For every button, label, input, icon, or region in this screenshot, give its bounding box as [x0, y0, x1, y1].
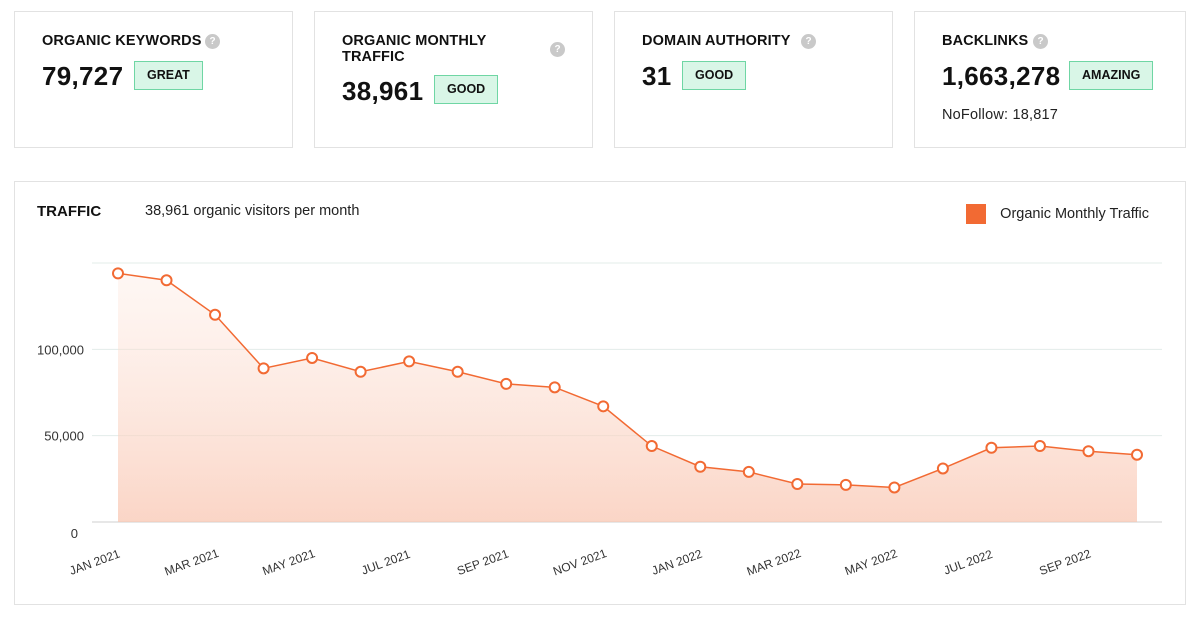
x-tick-label: MAY 2022	[843, 546, 900, 578]
y-tick-label: 100,000	[37, 342, 84, 357]
y-tick-label: 50,000	[44, 429, 84, 444]
legend-swatch	[966, 204, 987, 224]
data-point	[1033, 440, 1046, 453]
data-point	[888, 481, 901, 494]
metric-title: ORGANIC MONTHLY TRAFFIC	[342, 33, 487, 65]
x-tick-label: SEP 2021	[455, 546, 511, 578]
metric-card-keywords: ORGANIC KEYWORDS ? 79,727 GREAT	[14, 11, 293, 148]
chart-legend[interactable]: Organic Monthly Traffic	[966, 204, 1149, 224]
metric-title: BACKLINKS	[942, 33, 1029, 49]
status-badge: GOOD	[434, 75, 499, 104]
x-tick-label: SEP 2022	[1037, 546, 1093, 578]
metric-title: DOMAIN AUTHORITY	[642, 33, 791, 49]
data-point	[500, 377, 513, 390]
help-icon[interactable]: ?	[801, 34, 816, 49]
legend-label: Organic Monthly Traffic	[1000, 206, 1149, 222]
x-tick-label: MAR 2021	[163, 546, 221, 579]
series-line	[117, 272, 1138, 489]
data-point	[257, 362, 270, 375]
chart-subtitle: 38,961 organic visitors per month	[145, 203, 360, 219]
chart-title: TRAFFIC	[37, 203, 102, 220]
x-tick-label: MAY 2021	[261, 546, 318, 578]
metric-card-backlinks: BACKLINKS ? 1,663,278 AMAZING NoFollow: …	[914, 11, 1186, 148]
x-tick-label: NOV 2021	[551, 546, 609, 578]
metric-value: 31	[642, 61, 672, 91]
y-tick-label: 0	[71, 526, 78, 541]
x-tick-label: JAN 2022	[650, 547, 705, 578]
data-point	[354, 365, 367, 378]
metric-title: ORGANIC KEYWORDS	[42, 33, 202, 49]
data-point	[645, 440, 658, 453]
x-tick-label: MAR 2022	[745, 546, 803, 579]
data-point	[839, 478, 852, 491]
data-point	[742, 465, 755, 478]
data-point	[1082, 445, 1095, 458]
data-point	[112, 267, 124, 280]
help-icon[interactable]: ?	[1033, 34, 1048, 49]
data-point	[936, 462, 949, 475]
data-point	[985, 441, 998, 454]
metric-card-traffic: ORGANIC MONTHLY TRAFFIC ? 38,961 GOOD	[314, 11, 593, 148]
data-point	[791, 478, 804, 491]
data-point	[451, 365, 464, 378]
data-point	[694, 460, 707, 473]
x-tick-label: JUL 2021	[359, 547, 412, 578]
status-badge: AMAZING	[1069, 61, 1154, 90]
x-tick-label: JUL 2022	[942, 547, 995, 578]
data-point	[209, 308, 222, 321]
data-point	[548, 381, 561, 394]
metric-value: 1,663,278	[942, 61, 1061, 91]
data-point	[1131, 448, 1143, 461]
x-tick-label: JAN 2021	[67, 547, 122, 578]
metric-value: 79,727	[42, 61, 124, 91]
data-point	[403, 355, 416, 368]
series-area	[118, 273, 1137, 522]
help-icon[interactable]: ?	[550, 42, 565, 57]
status-badge: GOOD	[682, 61, 747, 90]
status-badge: GREAT	[134, 61, 203, 90]
data-point	[306, 351, 319, 364]
nofollow-count: NoFollow: 18,817	[942, 107, 1059, 123]
metric-value: 38,961	[342, 76, 424, 106]
metric-card-domain-authority: DOMAIN AUTHORITY ? 31 GOOD	[614, 11, 893, 148]
data-point	[160, 274, 173, 287]
help-icon[interactable]: ?	[205, 34, 220, 49]
data-point	[597, 400, 610, 413]
